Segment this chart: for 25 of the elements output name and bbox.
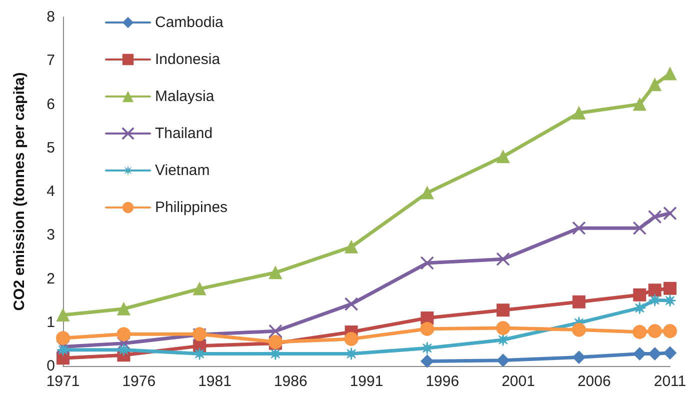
x-tick-label: 1981 (198, 373, 232, 390)
x-tick-label: 1976 (122, 373, 156, 390)
x-tick-label: 1971 (46, 373, 80, 390)
x-tick-label: 1996 (426, 373, 460, 390)
legend-label: Cambodia (155, 14, 224, 31)
x-tick-label: 2001 (502, 373, 535, 390)
legend-label: Vietnam (155, 162, 210, 179)
y-axis-title: CO2 emission (tonnes per capita) (11, 72, 28, 311)
y-tick-label: 4 (46, 183, 55, 200)
x-tick-label: 2011 (654, 373, 686, 390)
y-tick-label: 8 (46, 8, 55, 26)
x-tick-label: 2006 (577, 373, 611, 390)
y-tick-label: 6 (46, 96, 55, 113)
legend-label: Thailand (155, 125, 213, 142)
y-tick-label: 5 (46, 139, 55, 156)
y-tick-label: 3 (46, 226, 55, 244)
y-tick-label: 1 (46, 314, 55, 331)
x-tick-label: 1986 (274, 373, 308, 390)
x-tick-label: 1991 (350, 373, 384, 390)
y-tick-label: 2 (46, 270, 55, 288)
legend-label: Indonesia (155, 51, 221, 68)
legend-label: Philippines (155, 199, 228, 216)
y-tick-label: 7 (46, 52, 55, 70)
y-tick-label: 0 (46, 358, 55, 374)
legend-label: Malaysia (155, 88, 215, 105)
